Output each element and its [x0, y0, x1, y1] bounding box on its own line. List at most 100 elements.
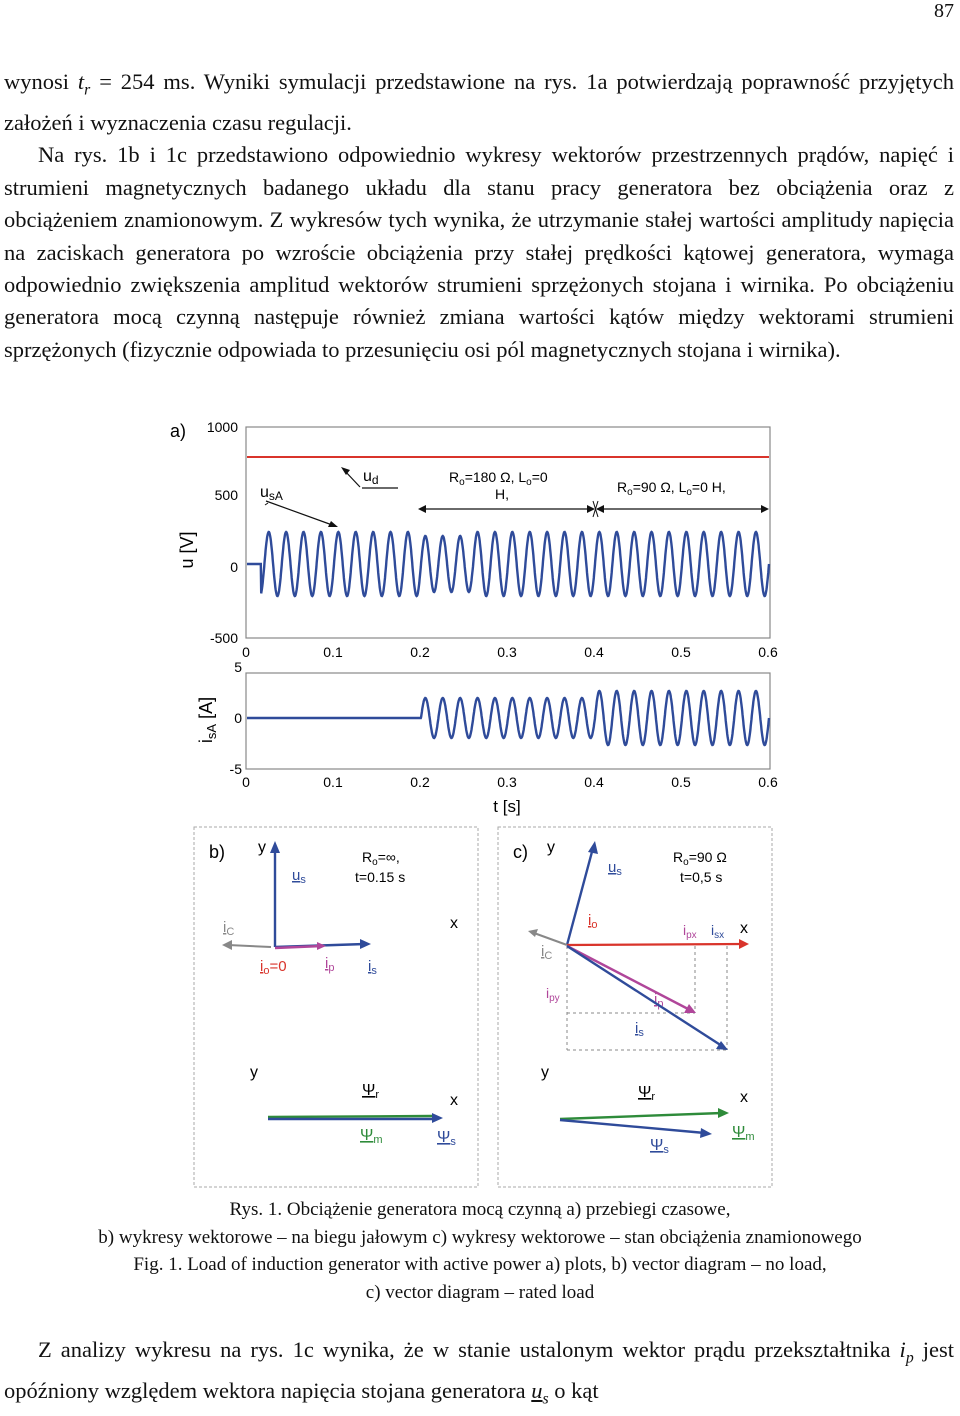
- c-t-text: t=0,5 s: [680, 869, 722, 885]
- b-label-us: us: [292, 867, 306, 886]
- p3-text-c: o kąt: [548, 1377, 599, 1403]
- p1-var-r: r: [84, 81, 91, 99]
- ytick-i-0: 0: [234, 710, 242, 726]
- b-axis-y: y: [258, 839, 266, 856]
- c2-axis-y: y: [541, 1064, 549, 1081]
- ylabel-u: u [V]: [177, 531, 197, 568]
- c-vector-us: [565, 847, 595, 946]
- c-label-psis: Ψs: [650, 1137, 669, 1156]
- svg-text:0.4: 0.4: [584, 644, 604, 660]
- svg-text:0.6: 0.6: [758, 644, 778, 660]
- panel-a-label: a): [170, 421, 186, 441]
- annot-ud: ud: [363, 468, 379, 487]
- xlabel-t: t [s]: [493, 797, 520, 816]
- body-text-top: wynosi tr = 254 ms. Wyniki symulacji prz…: [4, 66, 954, 366]
- caption-line-1: Rys. 1. Obciążenie generatora mocą czynn…: [229, 1199, 731, 1220]
- b-label-psis: Ψs: [437, 1129, 456, 1148]
- ytick-u-1000: 1000: [207, 419, 238, 435]
- svg-text:0.5: 0.5: [671, 644, 691, 660]
- isA-waveform: [247, 689, 771, 747]
- b-axis-x: x: [450, 915, 458, 932]
- c-vector-io: [566, 942, 744, 947]
- ylabel-i: isA [A]: [196, 697, 219, 743]
- p3-var-u: u: [531, 1377, 543, 1403]
- c-label-ipx: ipx: [683, 922, 697, 941]
- c-vector-ic: [533, 932, 568, 946]
- b-label-io: io=0: [260, 958, 287, 977]
- svg-text:0.6: 0.6: [758, 774, 778, 790]
- b-vector-psim: [267, 1114, 433, 1119]
- panel-b-frame: [193, 826, 479, 1188]
- svg-text:0: 0: [242, 644, 250, 660]
- c-vector-ip: [566, 944, 691, 1012]
- c-vector-is: [566, 944, 723, 1048]
- c-label-is: is: [635, 1020, 644, 1039]
- b-t-text: t=0.15 s: [355, 869, 405, 885]
- caption-line-4: c) vector diagram – rated load: [365, 1281, 595, 1303]
- page-number: 87: [934, 0, 954, 22]
- ytick-i-5: 5: [234, 659, 242, 675]
- svg-text:0.1: 0.1: [323, 774, 343, 790]
- p1-var-t: t: [77, 69, 85, 94]
- annot-usA: usA: [260, 484, 283, 503]
- c-label-psir: Ψr: [638, 1084, 655, 1103]
- p3-text-b: jest opóźniony względem wektora napięcia…: [4, 1337, 954, 1403]
- panel-c-label: c): [513, 842, 528, 862]
- ytick-i-minus5: -5: [230, 761, 243, 777]
- annot-ro-90: Ro=90 Ω, Lo=0 H,: [617, 479, 726, 498]
- ytick-u-500: 500: [215, 487, 239, 503]
- p3-text-a: Z analizy wykresu na rys. 1c wynika, że …: [38, 1337, 900, 1362]
- svg-text:0.2: 0.2: [410, 644, 430, 660]
- c-axis-y: y: [547, 839, 555, 856]
- figure-svg: a) 1000 500 0 -500 u [V] usA ud Ro=180 Ω…: [170, 419, 778, 1188]
- panel-c-frame: [497, 826, 773, 1188]
- b-ro-text: Ro=∞,: [362, 849, 400, 868]
- paragraph-2: Na rys. 1b i 1c przedstawiono odpowiedni…: [4, 142, 954, 362]
- b-vector-ic: [227, 944, 272, 948]
- svg-text:0: 0: [242, 774, 250, 790]
- caption-line-3: Fig. 1. Load of induction generator with…: [133, 1254, 827, 1275]
- b-vector-ip: [274, 944, 323, 950]
- svg-text:0.5: 0.5: [671, 774, 691, 790]
- caption-line-2: b) wykresy wektorowe – na biegu jałowym …: [98, 1226, 862, 1248]
- xticks-i: 0 0.1 0.2 0.3 0.4 0.5 0.6: [242, 774, 778, 790]
- c-vector-psis: [559, 1118, 706, 1135]
- p1-text-b: = 254 ms. Wyniki symulacji przedstawione…: [4, 69, 954, 135]
- annot-ro-180-h: H,: [495, 486, 509, 502]
- b-label-ip: ip: [325, 955, 334, 974]
- panel-b-label: b): [209, 842, 225, 862]
- b2-axis-x: x: [450, 1092, 458, 1109]
- annot-ro-180: Ro=180 Ω, Lo=0: [449, 469, 548, 488]
- figure-caption: Rys. 1. Obciążenie generatora mocą czynn…: [0, 1196, 960, 1306]
- plot-u-frame: [245, 426, 771, 639]
- c2-axis-x: x: [740, 1089, 748, 1106]
- p1-text-a: wynosi: [4, 69, 78, 94]
- p3-var-i: i: [899, 1337, 906, 1362]
- svg-text:0.3: 0.3: [497, 774, 517, 790]
- b-label-ic: iC: [223, 919, 234, 938]
- svg-text:0.4: 0.4: [584, 774, 604, 790]
- svg-text:0.2: 0.2: [410, 774, 430, 790]
- p3-var-s: s: [542, 1390, 549, 1408]
- c-label-io: io: [588, 912, 597, 931]
- c-ro-text: Ro=90 Ω: [673, 849, 727, 868]
- ytick-u-minus500: -500: [210, 630, 238, 646]
- figure-1: a) 1000 500 0 -500 u [V] usA ud Ro=180 Ω…: [0, 405, 960, 1195]
- paragraph-1: wynosi tr = 254 ms. Wyniki symulacji prz…: [4, 66, 954, 139]
- c-label-ip: ip: [654, 991, 663, 1010]
- svg-text:0.1: 0.1: [323, 644, 343, 660]
- c-label-psim: Ψm: [732, 1124, 755, 1143]
- b-label-psir: Ψr: [362, 1082, 379, 1101]
- c-vector-psim: [559, 1111, 723, 1121]
- p3-var-p: p: [905, 1349, 914, 1367]
- c-axis-x: x: [740, 920, 748, 937]
- c-label-ipy: ipy: [546, 985, 560, 1004]
- xticks-u: 0 0.1 0.2 0.3 0.4 0.5 0.6: [242, 644, 778, 660]
- usA-waveform: [247, 530, 771, 598]
- c-label-isx: isx: [711, 922, 724, 941]
- plot-i-frame: [245, 672, 771, 770]
- b2-axis-y: y: [250, 1064, 258, 1081]
- ytick-u-0: 0: [230, 559, 238, 575]
- b-label-is: is: [368, 958, 377, 977]
- paragraph-3: Z analizy wykresu na rys. 1c wynika, że …: [4, 1334, 954, 1416]
